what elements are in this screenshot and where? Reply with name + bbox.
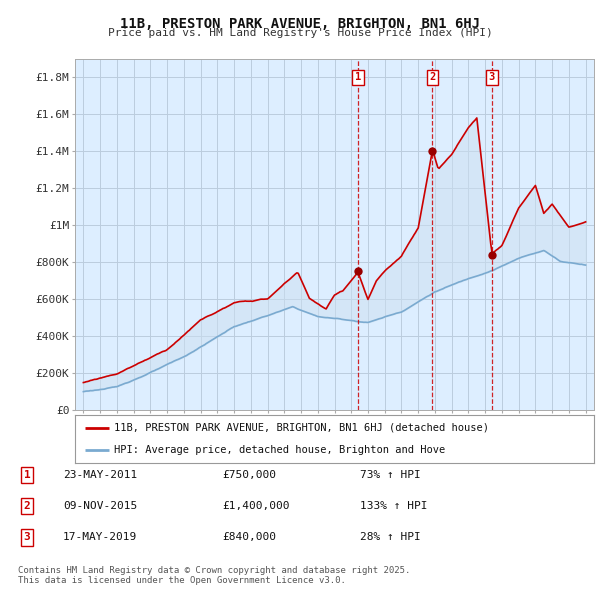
Text: Price paid vs. HM Land Registry's House Price Index (HPI): Price paid vs. HM Land Registry's House …	[107, 28, 493, 38]
Text: £840,000: £840,000	[222, 533, 276, 542]
Text: 2: 2	[23, 502, 31, 511]
Text: 11B, PRESTON PARK AVENUE, BRIGHTON, BN1 6HJ: 11B, PRESTON PARK AVENUE, BRIGHTON, BN1 …	[120, 17, 480, 31]
Text: 73% ↑ HPI: 73% ↑ HPI	[360, 470, 421, 480]
Text: 3: 3	[23, 533, 31, 542]
Text: 1: 1	[355, 73, 361, 83]
Text: 133% ↑ HPI: 133% ↑ HPI	[360, 502, 427, 511]
Text: 3: 3	[489, 73, 495, 83]
Text: HPI: Average price, detached house, Brighton and Hove: HPI: Average price, detached house, Brig…	[114, 445, 445, 455]
Text: 17-MAY-2019: 17-MAY-2019	[63, 533, 137, 542]
Text: £750,000: £750,000	[222, 470, 276, 480]
Text: 11B, PRESTON PARK AVENUE, BRIGHTON, BN1 6HJ (detached house): 11B, PRESTON PARK AVENUE, BRIGHTON, BN1 …	[114, 423, 489, 433]
Text: 2: 2	[430, 73, 436, 83]
Text: 23-MAY-2011: 23-MAY-2011	[63, 470, 137, 480]
Text: 28% ↑ HPI: 28% ↑ HPI	[360, 533, 421, 542]
Text: £1,400,000: £1,400,000	[222, 502, 290, 511]
Text: Contains HM Land Registry data © Crown copyright and database right 2025.
This d: Contains HM Land Registry data © Crown c…	[18, 566, 410, 585]
Text: 1: 1	[23, 470, 31, 480]
Text: 09-NOV-2015: 09-NOV-2015	[63, 502, 137, 511]
